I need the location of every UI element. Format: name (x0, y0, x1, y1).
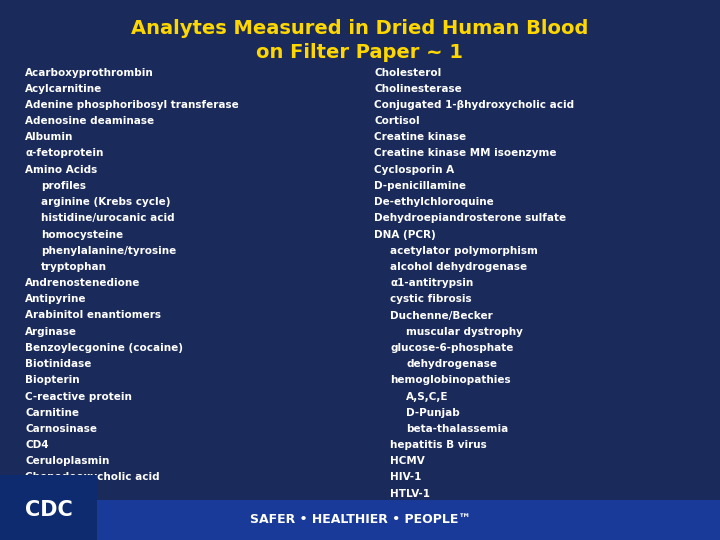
Text: DNA (PCR): DNA (PCR) (374, 230, 436, 240)
Text: α-fetoprotein: α-fetoprotein (25, 148, 104, 159)
Text: Chloroquine: Chloroquine (25, 489, 96, 499)
Text: profiles: profiles (41, 181, 86, 191)
Text: Biotinidase: Biotinidase (25, 359, 91, 369)
Text: Cholinesterase: Cholinesterase (374, 84, 462, 94)
Text: Duchenne/Becker: Duchenne/Becker (390, 310, 493, 321)
Text: arginine (Krebs cycle): arginine (Krebs cycle) (41, 197, 171, 207)
Text: Acarboxyprothrombin: Acarboxyprothrombin (25, 68, 154, 78)
Text: Albumin: Albumin (25, 132, 73, 143)
Text: alcohol dehydrogenase: alcohol dehydrogenase (390, 262, 527, 272)
Text: HCMV: HCMV (390, 456, 425, 467)
Text: Adenosine deaminase: Adenosine deaminase (25, 116, 154, 126)
Text: phenylalanine/tyrosine: phenylalanine/tyrosine (41, 246, 176, 256)
Text: Cholesterol: Cholesterol (374, 68, 441, 78)
Text: Analytes Measured in Dried Human Blood: Analytes Measured in Dried Human Blood (131, 19, 589, 38)
Text: Biopterin: Biopterin (25, 375, 80, 386)
Text: dehydrogenase: dehydrogenase (406, 359, 497, 369)
Text: Benzoylecgonine (cocaine): Benzoylecgonine (cocaine) (25, 343, 183, 353)
Text: Creatine kinase MM isoenzyme: Creatine kinase MM isoenzyme (374, 148, 557, 159)
Text: Antipyrine: Antipyrine (25, 294, 86, 305)
Bar (0, 475, 97, 540)
Text: Ceruloplasmin: Ceruloplasmin (25, 456, 109, 467)
Text: histidine/urocanic acid: histidine/urocanic acid (41, 213, 175, 224)
Text: beta-thalassemia: beta-thalassemia (406, 424, 508, 434)
Text: Dehydroepiandrosterone sulfate: Dehydroepiandrosterone sulfate (374, 213, 567, 224)
Text: on Filter Paper ~ 1: on Filter Paper ~ 1 (256, 43, 464, 62)
Text: D-Punjab: D-Punjab (406, 408, 460, 418)
Text: muscular dystrophy: muscular dystrophy (406, 327, 523, 337)
Text: CD4: CD4 (25, 440, 49, 450)
Text: Carnosinase: Carnosinase (25, 424, 97, 434)
Text: Conjugated 1-βhydroxycholic acid: Conjugated 1-βhydroxycholic acid (374, 100, 575, 110)
Text: Amino Acids: Amino Acids (25, 165, 97, 175)
Text: Creatine kinase: Creatine kinase (374, 132, 467, 143)
Text: Cortisol: Cortisol (374, 116, 420, 126)
Text: Arginase: Arginase (25, 327, 77, 337)
Text: cystic fibrosis: cystic fibrosis (390, 294, 472, 305)
Text: HTLV-1: HTLV-1 (390, 489, 431, 499)
Text: Chenodeoxycholic acid: Chenodeoxycholic acid (25, 472, 160, 483)
Text: De-ethylchloroquine: De-ethylchloroquine (374, 197, 494, 207)
Text: tryptophan: tryptophan (41, 262, 107, 272)
Text: Adenine phosphoribosyl transferase: Adenine phosphoribosyl transferase (25, 100, 239, 110)
Text: SAFER • HEALTHIER • PEOPLE™: SAFER • HEALTHIER • PEOPLE™ (250, 513, 470, 526)
Text: Andrenostenedione: Andrenostenedione (25, 278, 140, 288)
Text: Arabinitol enantiomers: Arabinitol enantiomers (25, 310, 161, 321)
Text: Carnitine: Carnitine (25, 408, 79, 418)
Text: acetylator polymorphism: acetylator polymorphism (390, 246, 538, 256)
Text: glucose-6-phosphate: glucose-6-phosphate (390, 343, 513, 353)
Text: CDC: CDC (25, 500, 73, 521)
Bar (0, 500, 720, 540)
Text: hemoglobinopathies: hemoglobinopathies (390, 375, 511, 386)
Text: D-penicillamine: D-penicillamine (374, 181, 467, 191)
Text: Acylcarnitine: Acylcarnitine (25, 84, 102, 94)
Text: hepatitis B virus: hepatitis B virus (390, 440, 487, 450)
Text: HIV-1: HIV-1 (390, 472, 422, 483)
Text: A,S,C,E: A,S,C,E (406, 392, 449, 402)
Text: α1-antitrypsin: α1-antitrypsin (390, 278, 474, 288)
Text: homocysteine: homocysteine (41, 230, 123, 240)
Text: C-reactive protein: C-reactive protein (25, 392, 132, 402)
Text: Cyclosporin A: Cyclosporin A (374, 165, 454, 175)
